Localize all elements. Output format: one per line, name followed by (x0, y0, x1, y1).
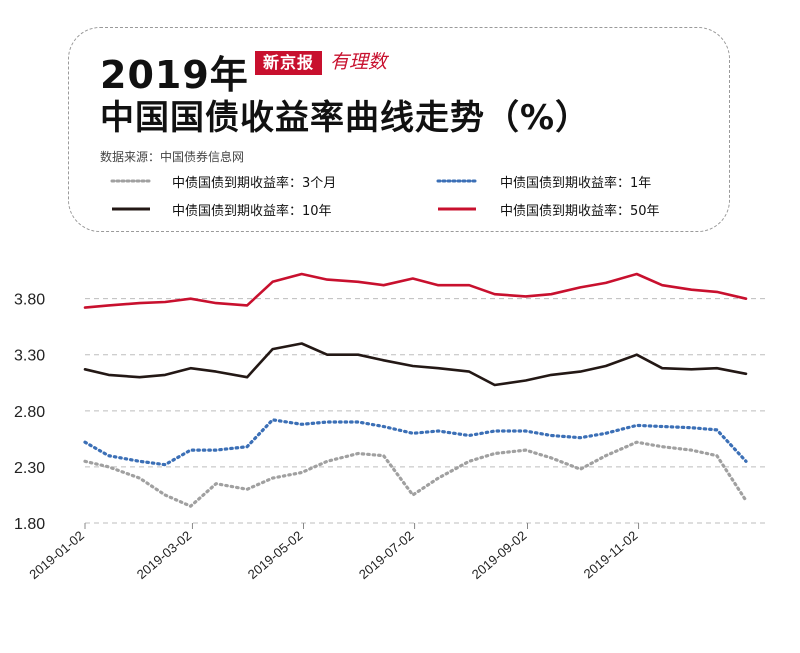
title-year: 2019年 (100, 53, 249, 97)
data-source: 数据来源：中国债券信息网 (100, 150, 245, 164)
x-tick-label: 2019-07-02 (356, 528, 417, 582)
brand-sub-text: 有理数 (330, 51, 390, 73)
y-tick-label: 2.80 (14, 404, 45, 421)
x-tick-label: 2019-11-02 (581, 528, 641, 582)
y-tick-label: 3.30 (14, 348, 45, 365)
legend-label-1y: 中债国债到期收益率：1年 (500, 176, 652, 191)
y-tick-label: 1.80 (14, 516, 45, 533)
legend-swatch-3m (110, 179, 152, 183)
x-tick-label: 2019-09-02 (469, 528, 530, 582)
series-line-1 (83, 418, 748, 467)
chart-title: 中国国债收益率曲线走势（%） (100, 98, 591, 138)
series-line-0 (83, 440, 748, 508)
x-tick-label: 2019-05-02 (245, 528, 306, 582)
x-tick-label: 2019-01-02 (26, 528, 87, 582)
line-chart: 1.80 2.30 2.80 3.30 3.80 2019-01-02 2019-03-02… (14, 272, 765, 582)
y-tick-label: 2.30 (14, 460, 45, 477)
brand-logo: 新京报 (255, 51, 322, 75)
legend-swatch-50y (438, 207, 476, 211)
legend-swatch-10y (112, 207, 150, 211)
series-line-2 (83, 342, 748, 387)
brand-sub-logo: 有理数 (330, 51, 390, 73)
legend-label-3m: 中债国债到期收益率：3个月 (172, 176, 337, 191)
header-panel (68, 27, 730, 232)
legend-label-50y: 中债国债到期收益率：50年 (500, 204, 660, 219)
legend-label-10y: 中债国债到期收益率：10年 (172, 204, 332, 219)
y-tick-label: 3.80 (14, 292, 45, 309)
legend-swatch-1y (436, 179, 478, 183)
series-line-3 (83, 272, 748, 309)
x-tick-label: 2019-03-02 (134, 528, 195, 582)
